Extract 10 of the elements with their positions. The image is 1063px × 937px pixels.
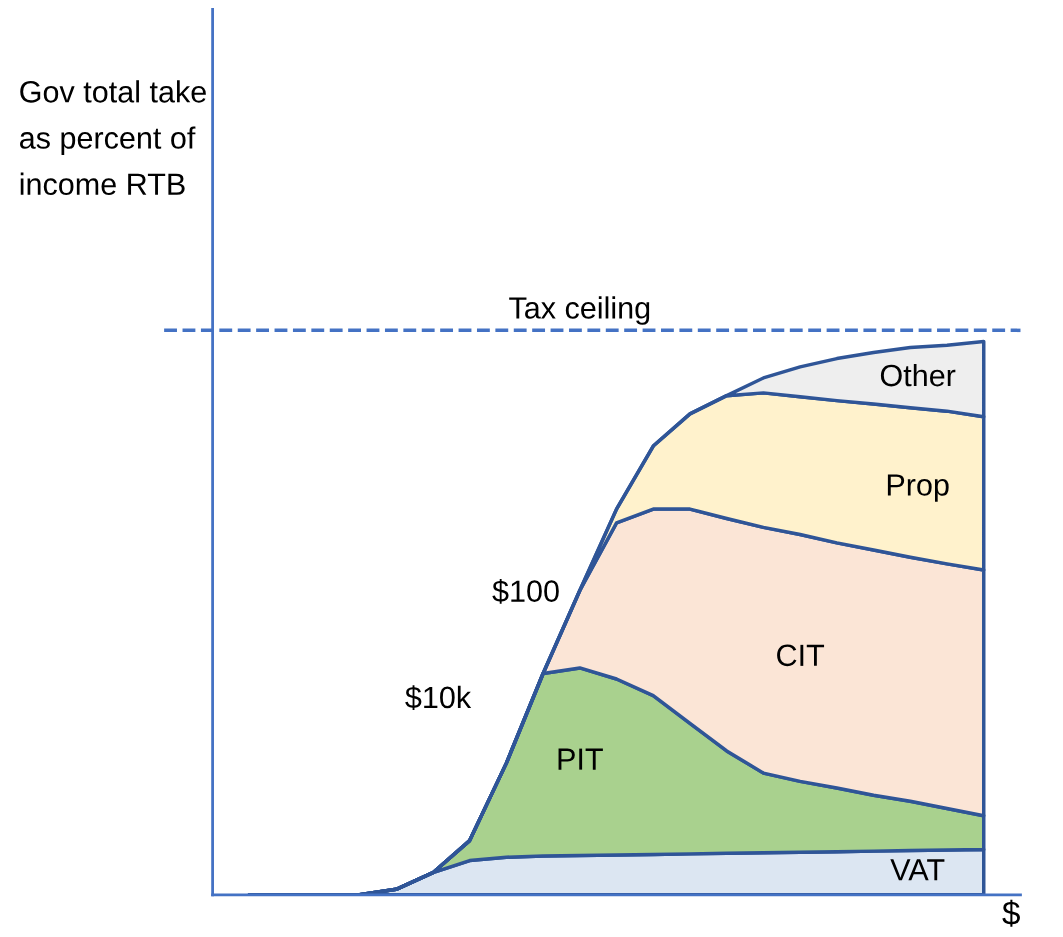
series-label: Other	[880, 363, 956, 387]
text: Gov total take as percent of income RTB	[20, 80, 206, 196]
x-axis-title: $	[1002, 899, 1020, 927]
series-label: PIT	[558, 748, 603, 770]
series-label: VAT	[890, 859, 945, 881]
ref-line-label: Tax ceiling	[509, 296, 650, 325]
annotation: $100	[492, 579, 559, 604]
annotation: $10k	[405, 685, 472, 711]
series-label: Prop	[887, 474, 949, 502]
series-label: CIT	[777, 644, 825, 667]
